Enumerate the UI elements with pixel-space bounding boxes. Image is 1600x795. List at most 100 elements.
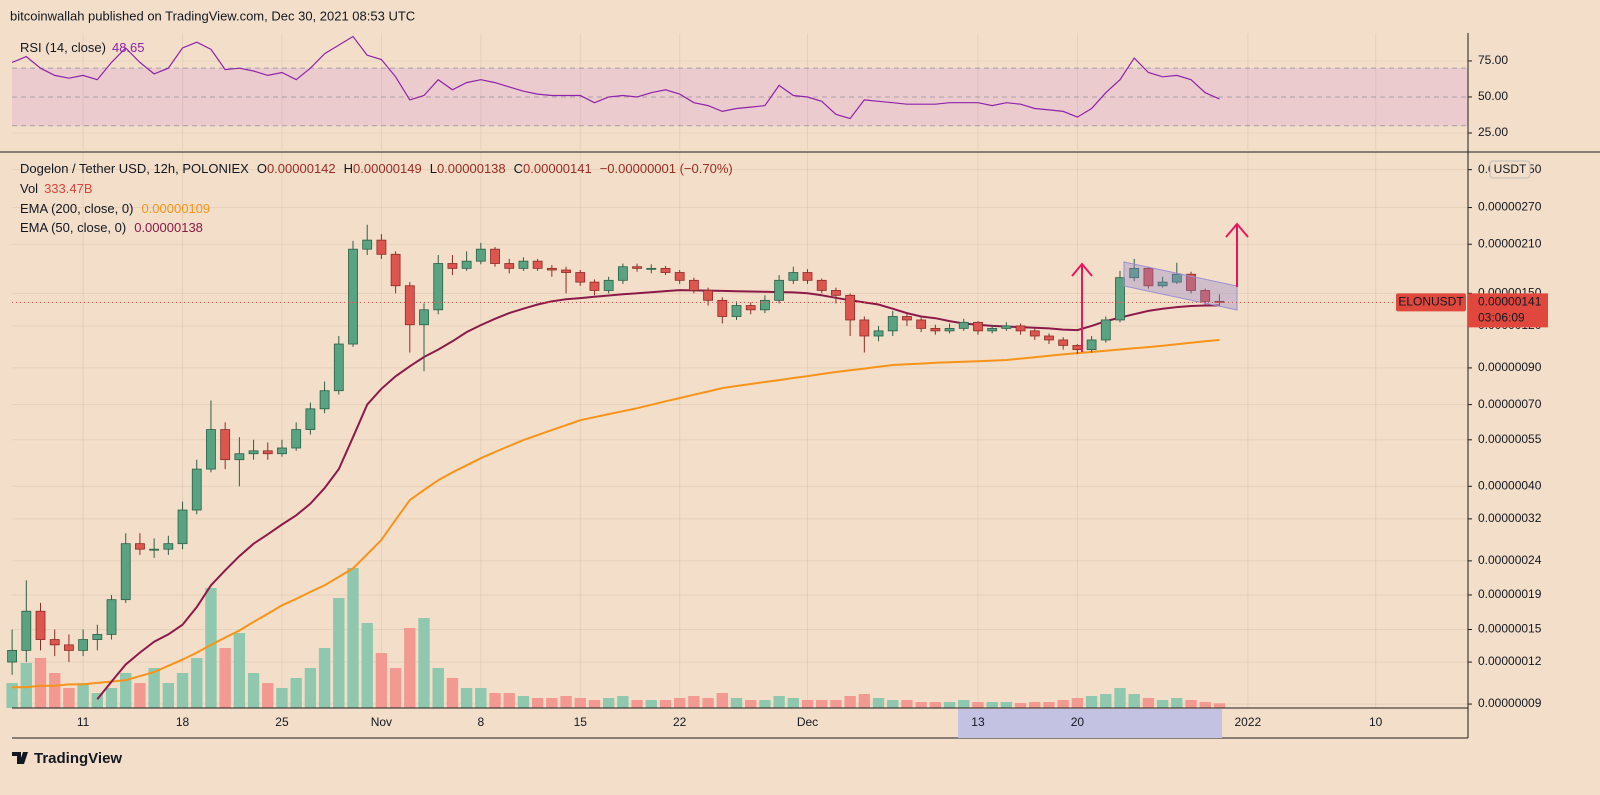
x-tick-label: 18 xyxy=(176,715,190,729)
candle-body xyxy=(262,450,273,455)
candle-body xyxy=(788,272,799,281)
volume-bar xyxy=(205,588,217,708)
volume-bar xyxy=(631,700,643,708)
volume-bar xyxy=(801,700,814,708)
y-tick-label: 0.00000015 xyxy=(1478,622,1542,636)
ohlc-key: C xyxy=(514,161,523,176)
candle-body xyxy=(64,644,74,651)
x-tick-label: 8 xyxy=(477,715,484,729)
candle-body xyxy=(35,610,46,640)
ohlc-key: H xyxy=(344,161,353,176)
volume-bar xyxy=(1057,700,1069,708)
volume-bar xyxy=(503,693,515,708)
ohlc-key: L xyxy=(430,161,437,176)
publish-info: bitcoinwallah published on TradingView.c… xyxy=(10,8,415,23)
volume-bar xyxy=(148,668,160,708)
candle-body xyxy=(575,272,586,283)
brand-name: TradingView xyxy=(34,750,122,767)
volume-bar xyxy=(602,698,615,708)
candle-body xyxy=(532,260,543,269)
ema-layer xyxy=(12,289,1220,700)
rsi-value: 48.65 xyxy=(112,40,145,55)
volume-bar xyxy=(262,683,274,708)
volume-bar xyxy=(233,633,246,708)
x-tick-label: 2022 xyxy=(1234,715,1261,729)
volume-bar xyxy=(162,683,175,708)
volume-bar xyxy=(290,678,302,708)
candle-body xyxy=(177,509,188,545)
volume-bar xyxy=(460,688,473,708)
volume-bar xyxy=(1213,703,1226,708)
currency-box xyxy=(1489,160,1531,179)
candle-body xyxy=(1086,339,1097,351)
ohlc-key: O xyxy=(257,161,267,176)
y-tick-label: 0.00000024 xyxy=(1478,553,1542,567)
candle-body xyxy=(873,330,884,337)
volume-bar xyxy=(816,700,828,708)
y-tick-label: 0.00000270 xyxy=(1478,200,1542,214)
volume-bar xyxy=(872,698,885,708)
volume-bar xyxy=(432,668,444,708)
arrow-head xyxy=(1071,262,1093,277)
candle-body xyxy=(760,299,770,311)
candle-body xyxy=(163,543,174,550)
y-tick-label: 0.00000012 xyxy=(1478,654,1542,668)
candle-body xyxy=(1186,273,1196,291)
volume-bar xyxy=(688,696,700,708)
candle-body xyxy=(21,610,32,651)
volume-bar xyxy=(915,702,927,708)
x-tick-label: 11 xyxy=(77,715,90,729)
volume-bar xyxy=(901,700,913,708)
candle-body xyxy=(404,285,415,326)
currency: USDT xyxy=(1494,162,1527,176)
symbol-legend: Dogelon / Tether USD, 12h, POLONIEX O0.00… xyxy=(20,161,733,176)
volume-bar xyxy=(1085,696,1098,708)
volume-bar xyxy=(560,696,572,708)
volume-bar xyxy=(986,702,998,708)
candle-body xyxy=(234,453,245,461)
rsi-band xyxy=(12,68,1468,126)
ema-name: EMA (200, close, 0) xyxy=(20,201,133,216)
ema-line xyxy=(12,339,1220,689)
flag-channel xyxy=(1123,261,1238,311)
candle-body xyxy=(490,248,500,264)
legend: RSI (14, close) 48.65 Dogelon / Tether US… xyxy=(20,40,733,235)
volume-bar xyxy=(1171,698,1183,708)
volume-bar xyxy=(475,688,487,708)
volume-bar xyxy=(418,618,430,708)
volume-bar xyxy=(176,673,189,708)
y-tick-label: 0.00000019 xyxy=(1478,587,1542,601)
x-tick-label: Dec xyxy=(797,715,818,729)
candle-body xyxy=(1157,281,1168,287)
rsi-pane xyxy=(11,35,1468,134)
volume-bar xyxy=(20,663,32,708)
candle-body xyxy=(1029,330,1040,337)
volume-bar xyxy=(716,693,728,708)
volume-bar xyxy=(759,700,771,708)
candle-body xyxy=(1044,335,1054,341)
volume-bar xyxy=(972,702,984,708)
arrow-head xyxy=(1225,222,1249,238)
candle-body xyxy=(660,267,671,273)
rsi-tick-label: 50.00 xyxy=(1478,89,1508,103)
volume-bar xyxy=(1014,703,1027,708)
volume-bar xyxy=(943,702,956,708)
candle-body xyxy=(149,548,160,551)
candle-body xyxy=(419,309,429,326)
candle-body xyxy=(333,343,344,392)
volume-bar xyxy=(34,658,47,708)
candle-body xyxy=(447,263,458,269)
rsi-name: RSI (14, close) xyxy=(20,40,106,55)
symbol-tag xyxy=(1396,293,1466,312)
volume-bar xyxy=(645,700,657,708)
ema-value: 0.00000138 xyxy=(134,220,203,235)
volume-bar xyxy=(347,568,359,708)
volume-bar xyxy=(6,683,18,708)
candle-body xyxy=(461,260,472,269)
x-tick-label: 15 xyxy=(574,715,588,729)
volume-bar xyxy=(49,673,61,708)
rsi-line xyxy=(11,35,1220,120)
volume-bar xyxy=(617,696,629,708)
